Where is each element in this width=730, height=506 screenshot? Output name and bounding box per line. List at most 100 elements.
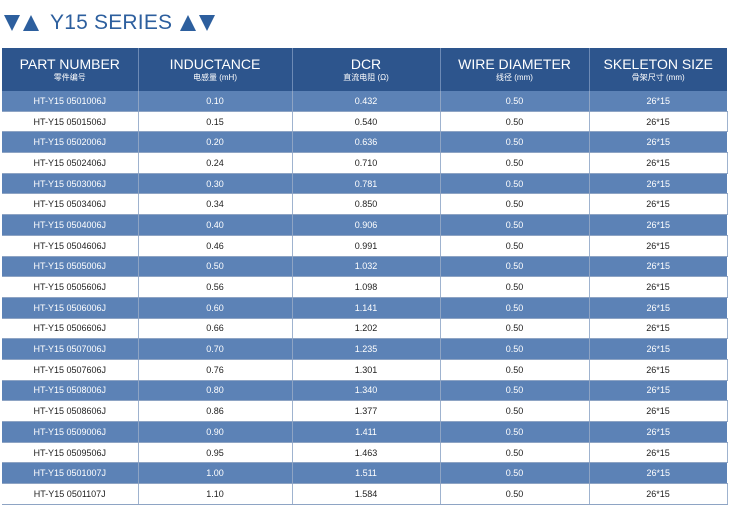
part-number-cell: HT-Y15 0504606J [2, 235, 139, 257]
dcr-cell: 1.202 [292, 318, 441, 340]
wire-diameter-cell: 0.50 [440, 131, 590, 154]
skeleton-size-cell: 26*15 [589, 173, 727, 195]
wire-diameter-cell: 0.50 [440, 111, 590, 133]
dcr-cell: 0.636 [292, 131, 441, 154]
part-number-cell: HT-Y15 0507006J [2, 338, 139, 360]
column-header-label: SKELETON SIZE [603, 56, 713, 72]
table-row: HT-Y15 0503006J 0.30 0.781 0.50 26*15 [2, 173, 727, 195]
dcr-cell: 0.781 [292, 173, 441, 195]
inductance-cell: 0.80 [138, 380, 293, 402]
inductance-cell: 0.20 [138, 131, 293, 154]
inductance-cell: 1.10 [138, 483, 293, 505]
table-row: HT-Y15 0501506J 0.15 0.540 0.50 26*15 [2, 111, 728, 133]
dcr-cell: 0.850 [292, 193, 441, 216]
wire-diameter-cell: 0.50 [440, 442, 590, 464]
skeleton-size-cell: 26*15 [589, 380, 727, 402]
dcr-cell: 1.411 [292, 421, 441, 443]
series-header: Y15 SERIES [4, 8, 220, 38]
double-triangle-icon [4, 13, 44, 33]
part-number-cell: HT-Y15 0504006J [2, 214, 139, 236]
part-number-cell: HT-Y15 0508606J [2, 400, 139, 422]
table-row: HT-Y15 0501107J 1.10 1.584 0.50 26*15 [2, 483, 728, 505]
part-number-cell: HT-Y15 0508006J [2, 380, 139, 402]
inductance-cell: 0.15 [138, 111, 293, 133]
skeleton-size-cell: 26*15 [589, 111, 728, 133]
part-number-cell: HT-Y15 0501107J [2, 483, 139, 505]
inductance-cell: 0.90 [138, 421, 293, 443]
column-header-label: DCR [350, 56, 382, 72]
wire-diameter-cell: 0.50 [440, 318, 590, 340]
column-header-sublabel: 直流电阻 (Ω) [343, 73, 389, 82]
dcr-cell: 1.032 [292, 256, 441, 278]
table-body: HT-Y15 0501006J 0.10 0.432 0.50 26*15 HT-Y15 … [2, 91, 728, 505]
column-header-skeleton-size: SKELETON SIZE 骨架尺寸 (mm) [589, 48, 727, 91]
column-header-label: WIRE DIAMETER [458, 56, 571, 72]
column-header-inductance: INDUCTANCE 电感量 (mH) [138, 48, 293, 91]
dcr-cell: 1.098 [292, 276, 441, 298]
wire-diameter-cell: 0.50 [440, 380, 590, 402]
table-header-row: PART NUMBER 零件编号 INDUCTANCE 电感量 (mH) DCR… [2, 48, 727, 91]
column-header-wire-diameter: WIRE DIAMETER 线径 (mm) [440, 48, 590, 91]
spec-table: PART NUMBER 零件编号 INDUCTANCE 电感量 (mH) DCR… [2, 48, 728, 505]
inductance-cell: 0.95 [138, 442, 293, 464]
skeleton-size-cell: 26*15 [589, 338, 727, 360]
wire-diameter-cell: 0.50 [440, 173, 590, 195]
part-number-cell: HT-Y15 0505606J [2, 276, 139, 298]
wire-diameter-cell: 0.50 [440, 483, 590, 505]
dcr-cell: 1.141 [292, 297, 441, 319]
wire-diameter-cell: 0.50 [440, 338, 590, 360]
part-number-cell: HT-Y15 0502006J [2, 131, 139, 154]
skeleton-size-cell: 26*15 [589, 318, 728, 340]
table-row: HT-Y15 0508606J 0.86 1.377 0.50 26*15 [2, 400, 728, 422]
skeleton-size-cell: 26*15 [589, 214, 727, 236]
table-row: HT-Y15 0508006J 0.80 1.340 0.50 26*15 [2, 380, 727, 402]
part-number-cell: HT-Y15 0509006J [2, 421, 139, 443]
table-row: HT-Y15 0501007J 1.00 1.511 0.50 26*15 [2, 462, 727, 485]
part-number-cell: HT-Y15 0509506J [2, 442, 139, 464]
wire-diameter-cell: 0.50 [440, 235, 590, 257]
table-row: HT-Y15 0502406J 0.24 0.710 0.50 26*15 [2, 152, 728, 174]
dcr-cell: 1.301 [292, 359, 441, 381]
table-row: HT-Y15 0505006J 0.50 1.032 0.50 26*15 [2, 256, 727, 278]
part-number-cell: HT-Y15 0503006J [2, 173, 139, 195]
column-header-sublabel: 线径 (mm) [496, 73, 533, 82]
inductance-cell: 0.30 [138, 173, 293, 195]
inductance-cell: 0.10 [138, 91, 293, 112]
wire-diameter-cell: 0.50 [440, 421, 590, 443]
skeleton-size-cell: 26*15 [589, 276, 728, 298]
part-number-cell: HT-Y15 0501007J [2, 462, 139, 485]
table-row: HT-Y15 0502006J 0.20 0.636 0.50 26*15 [2, 131, 727, 154]
part-number-cell: HT-Y15 0501006J [2, 91, 139, 112]
part-number-cell: HT-Y15 0506606J [2, 318, 139, 340]
skeleton-size-cell: 26*15 [589, 359, 728, 381]
dcr-cell: 0.540 [292, 111, 441, 133]
skeleton-size-cell: 26*15 [589, 400, 728, 422]
skeleton-size-cell: 26*15 [589, 462, 727, 485]
wire-diameter-cell: 0.50 [440, 91, 590, 112]
inductance-cell: 1.00 [138, 462, 293, 485]
table-row: HT-Y15 0504006J 0.40 0.906 0.50 26*15 [2, 214, 727, 236]
inductance-cell: 0.70 [138, 338, 293, 360]
part-number-cell: HT-Y15 0505006J [2, 256, 139, 278]
skeleton-size-cell: 26*15 [589, 91, 727, 112]
inductance-cell: 0.40 [138, 214, 293, 236]
dcr-cell: 1.463 [292, 442, 441, 464]
skeleton-size-cell: 26*15 [589, 442, 728, 464]
skeleton-size-cell: 26*15 [589, 193, 728, 216]
part-number-cell: HT-Y15 0507606J [2, 359, 139, 381]
double-triangle-icon [180, 13, 220, 33]
table-row: HT-Y15 0504606J 0.46 0.991 0.50 26*15 [2, 235, 728, 257]
skeleton-size-cell: 26*15 [589, 483, 728, 505]
wire-diameter-cell: 0.50 [440, 276, 590, 298]
skeleton-size-cell: 26*15 [589, 421, 727, 443]
inductance-cell: 0.86 [138, 400, 293, 422]
table-row: HT-Y15 0507006J 0.70 1.235 0.50 26*15 [2, 338, 727, 360]
table-row: HT-Y15 0506606J 0.66 1.202 0.50 26*15 [2, 318, 728, 340]
column-header-sublabel: 骨架尺寸 (mm) [631, 73, 685, 82]
inductance-cell: 0.66 [138, 318, 293, 340]
dcr-cell: 0.432 [292, 91, 441, 112]
table-row: HT-Y15 0509006J 0.90 1.411 0.50 26*15 [2, 421, 727, 443]
series-title: Y15 SERIES [50, 11, 173, 34]
dcr-cell: 1.584 [292, 483, 441, 505]
dcr-cell: 1.511 [292, 462, 441, 485]
